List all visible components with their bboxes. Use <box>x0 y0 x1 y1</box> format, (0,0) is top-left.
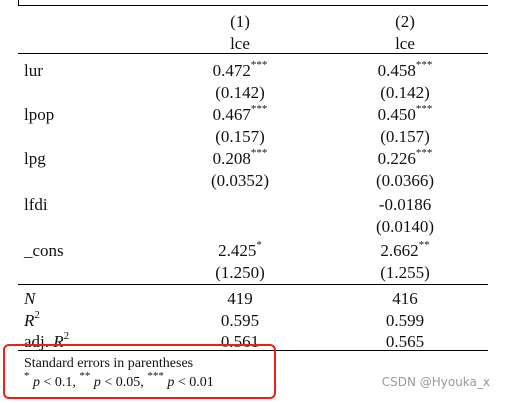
coef-lpg-col1: 0.208*** <box>212 147 268 168</box>
stat-r2-col1: 0.595 <box>220 311 260 330</box>
table-bottom-rule <box>18 350 488 351</box>
se-lfdi-col2: (0.0140) <box>375 217 435 236</box>
row-label-cons: _cons <box>24 241 64 260</box>
left-edge-tick <box>18 0 19 6</box>
watermark: CSDN @Hyouka_x <box>381 375 490 389</box>
se-lpg-col1: (0.0352) <box>210 171 270 190</box>
row-label-lur: lur <box>24 61 43 80</box>
stat-r2-col2: 0.599 <box>385 311 425 330</box>
header-rule <box>18 53 488 54</box>
col2-number: (2) <box>395 12 415 31</box>
table-top-rule <box>18 5 488 6</box>
coef-cons-col1: 2.425* <box>218 239 262 260</box>
se-lur-col1: (0.142) <box>215 83 265 102</box>
coef-lur-col2: 0.458*** <box>377 59 433 80</box>
note-significance: * p < 0.1, ** p < 0.05, *** p < 0.01 <box>24 370 214 390</box>
se-lpop-col1: (0.157) <box>215 127 265 146</box>
row-label-lfdi: lfdi <box>24 195 48 214</box>
se-cons-col2: (1.255) <box>380 263 430 282</box>
col1-dependent-var: lce <box>230 34 250 53</box>
stat-label-adj-r2: adj. R2 <box>24 330 70 351</box>
col2-dependent-var: lce <box>395 34 415 53</box>
coef-cons-col2: 2.662** <box>380 239 430 260</box>
note-standard-errors: Standard errors in parentheses <box>24 356 194 371</box>
stat-n-col2: 416 <box>392 289 418 308</box>
se-lpg-col2: (0.0366) <box>375 171 435 190</box>
coef-lpop-col2: 0.450*** <box>377 103 433 124</box>
coef-lpg-col2: 0.226*** <box>377 147 433 168</box>
coef-lur-col1: 0.472*** <box>212 59 268 80</box>
coef-lpop-col1: 0.467*** <box>212 103 268 124</box>
row-label-lpg: lpg <box>24 149 46 168</box>
stat-label-r2: R2 <box>24 309 40 330</box>
se-lur-col2: (0.142) <box>380 83 430 102</box>
highlight-box <box>3 344 276 399</box>
stat-adj-r2-col2: 0.565 <box>385 332 425 351</box>
se-lpop-col2: (0.157) <box>380 127 430 146</box>
se-cons-col1: (1.250) <box>215 263 265 282</box>
stat-n-col1: 419 <box>227 289 253 308</box>
body-rule <box>18 284 488 285</box>
stat-label-n: N <box>24 289 36 308</box>
row-label-lpop: lpop <box>24 105 55 124</box>
coef-lfdi-col2: -0.0186 <box>378 195 432 214</box>
stat-adj-r2-col1: 0.561 <box>220 332 260 351</box>
col1-number: (1) <box>230 12 250 31</box>
